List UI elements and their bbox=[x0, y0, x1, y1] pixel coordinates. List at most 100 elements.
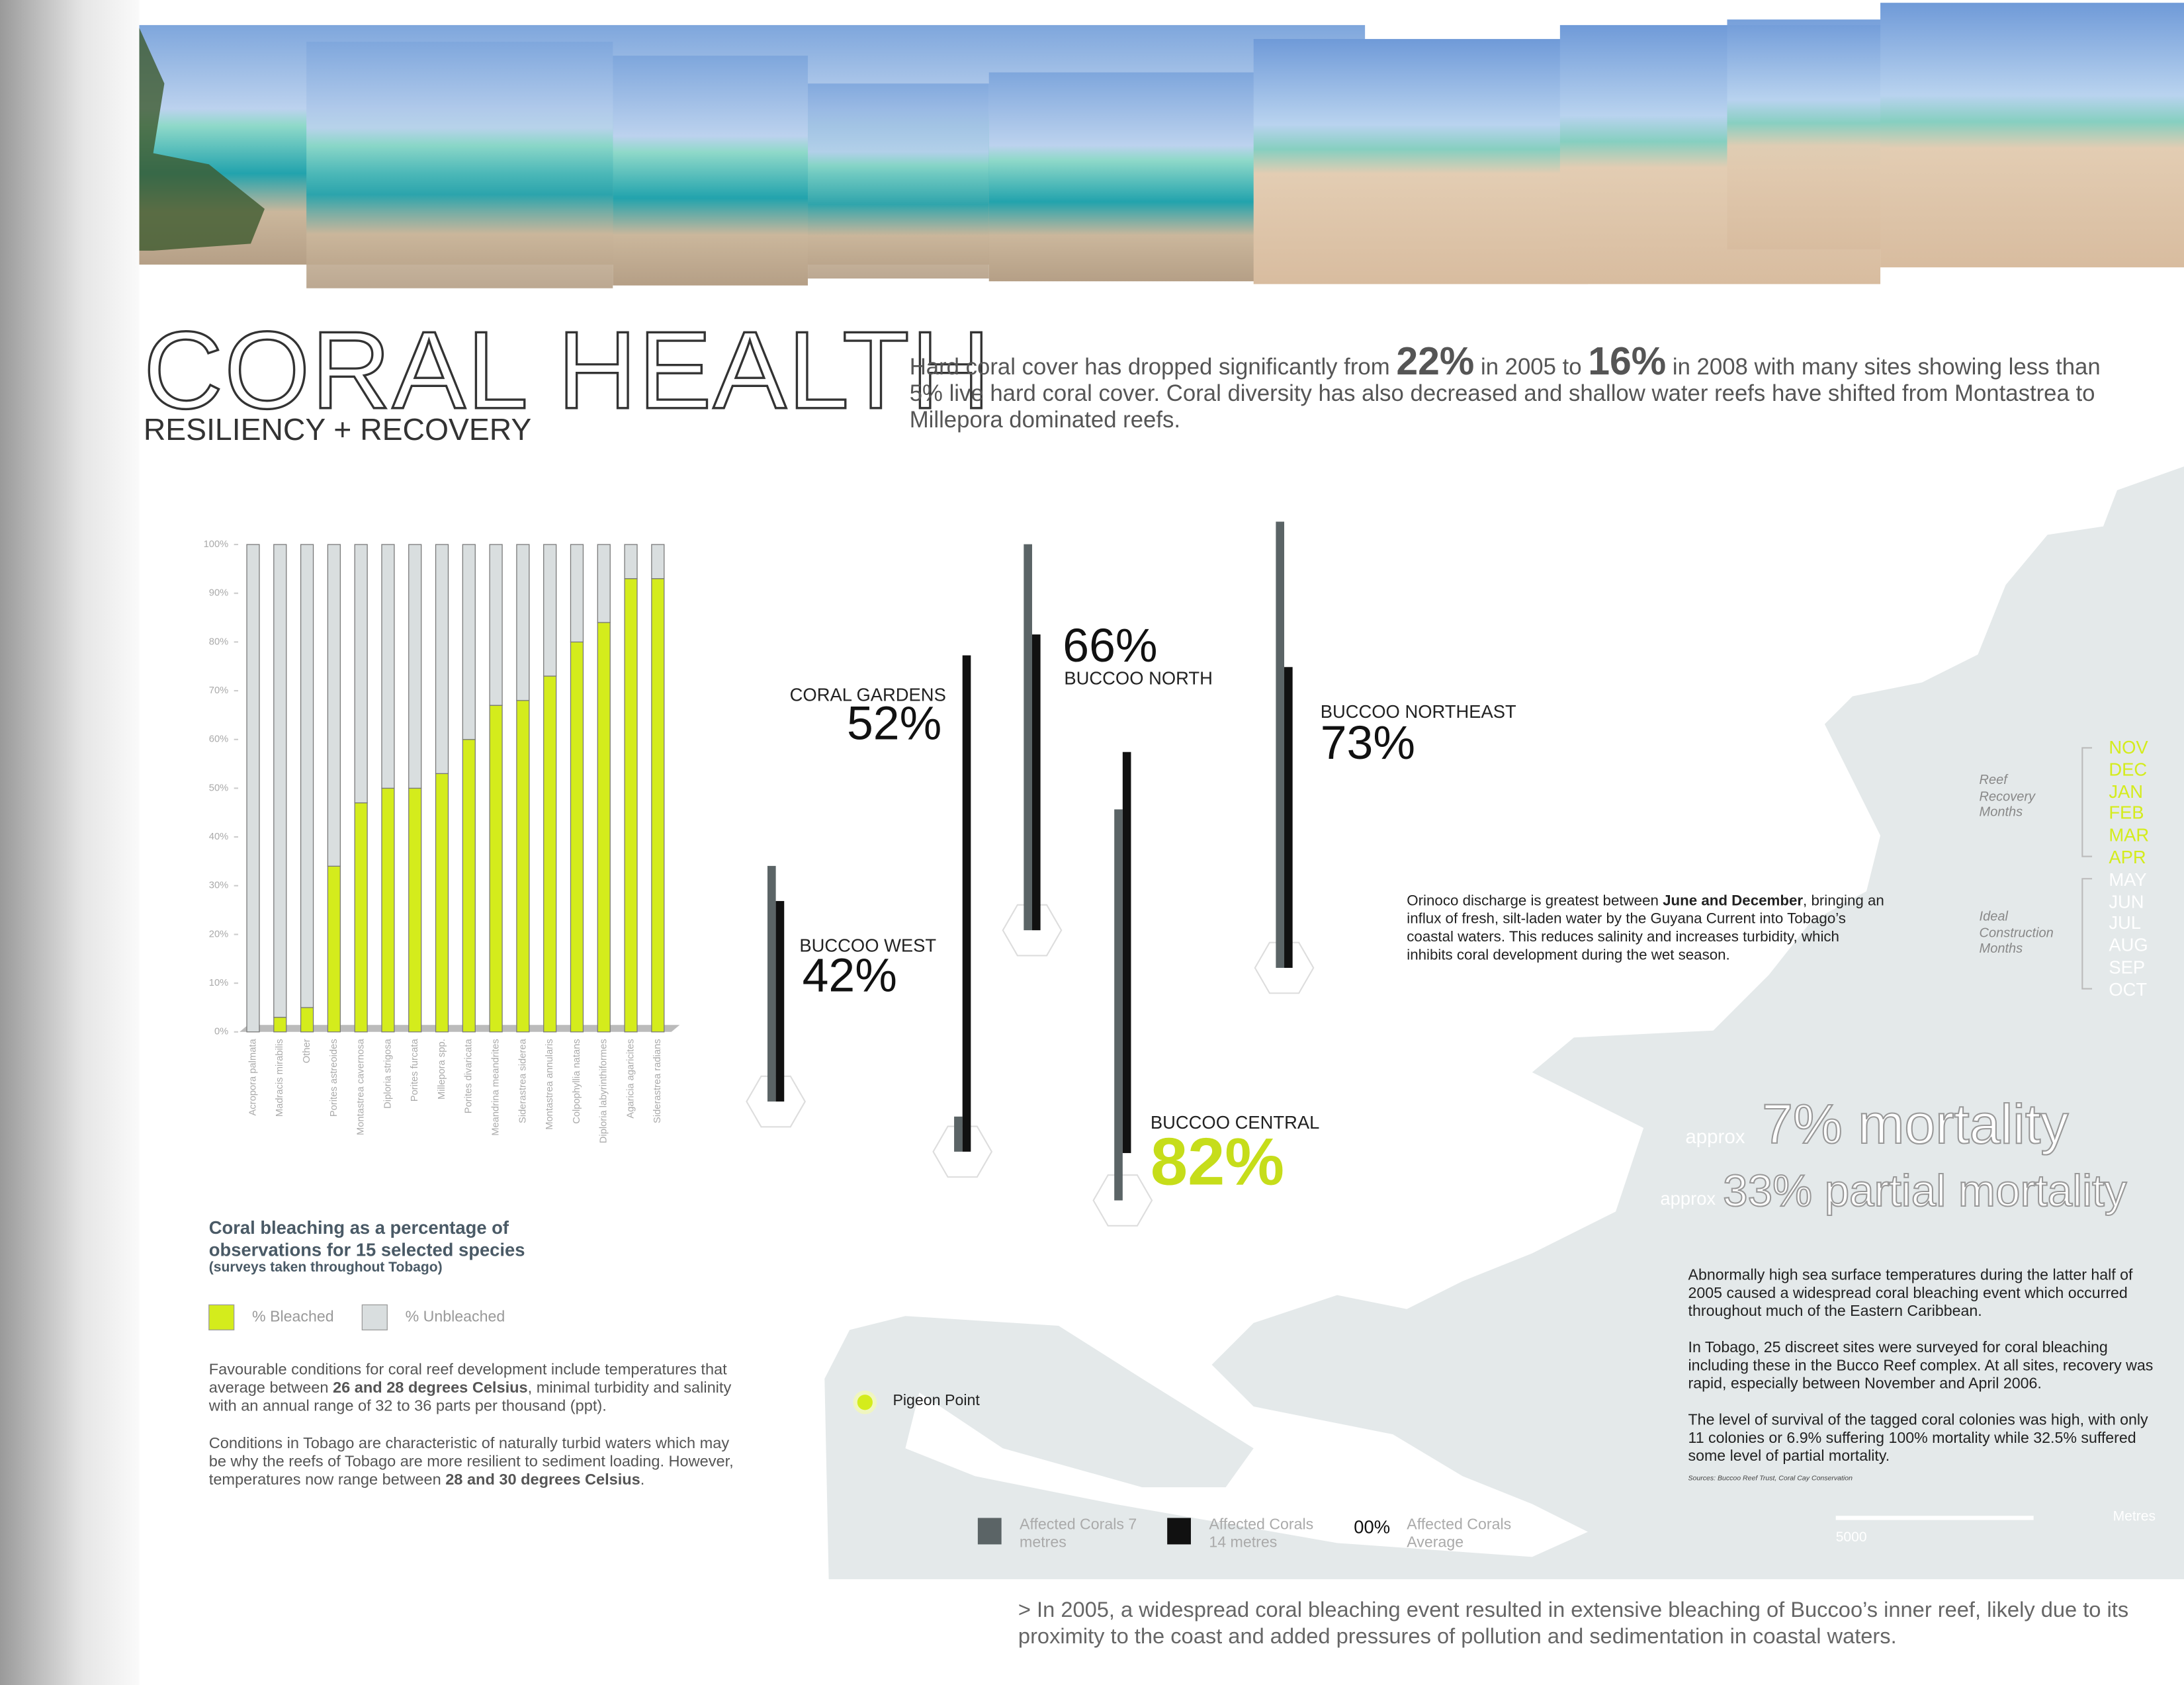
bar-segment bbox=[354, 802, 368, 1033]
y-tick-label: 30% bbox=[209, 881, 228, 891]
emphasis: 28 and 30 degrees Celsius bbox=[445, 1471, 640, 1489]
x-tick-label: Porites divaricata bbox=[464, 1039, 474, 1114]
event-note: Abnormally high sea surface temperatures… bbox=[1688, 1267, 2133, 1320]
site-name: BUCCOO CENTRAL bbox=[1151, 1112, 1319, 1133]
y-tick-label: 90% bbox=[209, 588, 228, 599]
bar-segment bbox=[543, 544, 557, 677]
chart-subtitle: (surveys taken throughout Tobago) bbox=[208, 1260, 443, 1276]
site-average: 73% bbox=[1321, 716, 1415, 769]
y-tick-label: 60% bbox=[209, 734, 228, 745]
x-tick-label: Diploria strigosa bbox=[382, 1039, 393, 1109]
legend-swatch bbox=[977, 1518, 1002, 1545]
site-bar bbox=[962, 655, 971, 1152]
legend-label: % Unbleached bbox=[405, 1309, 505, 1326]
x-tick-label: Porites astreoides bbox=[329, 1039, 339, 1117]
page-edge bbox=[0, 0, 140, 1685]
emphasis: 16% bbox=[1588, 339, 1667, 383]
x-tick-label: Agaricia agaricites bbox=[625, 1039, 636, 1118]
month: JAN bbox=[2109, 781, 2144, 802]
subtitle: RESILIENCY + RECOVERY bbox=[143, 412, 532, 447]
site-average: 66% bbox=[1063, 619, 1157, 672]
month: FEB bbox=[2109, 802, 2144, 824]
month: MAY bbox=[2109, 869, 2147, 890]
text-run: Hard coral cover has dropped significant… bbox=[909, 355, 1397, 380]
x-tick-label: Siderastrea siderea bbox=[517, 1039, 528, 1123]
text-run: Orinoco discharge is greatest between bbox=[1407, 892, 1663, 910]
bar-segment bbox=[597, 544, 611, 623]
site-average: 52% bbox=[847, 697, 941, 750]
bar-segment bbox=[597, 622, 611, 1033]
month-brackets bbox=[2081, 747, 2093, 990]
chart-shelf bbox=[240, 1025, 680, 1032]
orinoco-note: Orinoco discharge is greatest between Ju… bbox=[1407, 892, 1887, 965]
bar-segment bbox=[489, 705, 503, 1033]
site-average: 82% bbox=[1151, 1125, 1284, 1199]
text-run: in 2008 with many sites showing less tha… bbox=[909, 355, 2101, 433]
scale-value: 5000 bbox=[1835, 1530, 1867, 1546]
x-tick-label: Other bbox=[302, 1039, 312, 1063]
bar-segment bbox=[435, 544, 449, 774]
y-tick-label: 0% bbox=[214, 1027, 228, 1037]
month: JUN bbox=[2109, 890, 2144, 912]
site-bar bbox=[1276, 521, 1285, 968]
intro: Hard coral cover has dropped significant… bbox=[909, 342, 2136, 435]
legend-label: % Bleached bbox=[252, 1309, 334, 1326]
y-tick-label: 70% bbox=[209, 685, 228, 696]
x-tick-label: Acropora palmata bbox=[247, 1039, 258, 1116]
bar-segment bbox=[462, 739, 476, 1033]
site-name: BUCCOO WEST bbox=[799, 935, 936, 956]
bar-segment bbox=[408, 787, 422, 1033]
site-hexagon bbox=[746, 1075, 807, 1128]
site-hexagon bbox=[1002, 904, 1063, 957]
bar-segment bbox=[624, 578, 638, 1033]
title: CORAL HEALTH bbox=[142, 308, 992, 432]
bar-segment bbox=[381, 544, 395, 789]
bar-segment bbox=[543, 675, 557, 1033]
legend-symbol: 00% bbox=[1354, 1516, 1391, 1537]
sources: Sources: Buccoo Reef Trust, Coral Cay Co… bbox=[1688, 1475, 1853, 1483]
y-tick-label: 40% bbox=[209, 832, 228, 842]
map-land bbox=[824, 466, 2184, 1580]
bar-segment bbox=[300, 1007, 314, 1033]
y-tick-label: 80% bbox=[209, 636, 228, 647]
text-run: Conditions in Tobago are characteristic … bbox=[208, 1436, 734, 1489]
event-note: In Tobago, 25 discreet sites were survey… bbox=[1688, 1340, 2154, 1393]
x-tick-label: Porites furcata bbox=[410, 1039, 420, 1102]
bar-segment bbox=[651, 544, 665, 580]
y-tick-label: 10% bbox=[209, 978, 228, 988]
bar-segment bbox=[624, 544, 638, 580]
site-bar bbox=[1114, 809, 1123, 1201]
panorama bbox=[139, 3, 2184, 288]
month-group-label: Reef Recovery Months bbox=[1979, 773, 2036, 820]
legend-label: Affected Corals 7 metres bbox=[1020, 1516, 1137, 1551]
mortality: 33% partial mortality bbox=[1722, 1165, 2127, 1217]
month: NOV bbox=[2109, 736, 2148, 758]
x-tick-label: Millepora spp. bbox=[437, 1039, 447, 1100]
bar-segment bbox=[435, 773, 449, 1033]
site-name: BUCCOO NORTH bbox=[1064, 668, 1212, 688]
scale-unit: Metres bbox=[2113, 1509, 2156, 1525]
y-tick-label: 20% bbox=[209, 929, 228, 939]
bar-segment bbox=[327, 865, 341, 1033]
x-tick-label: Meandrina meandrites bbox=[490, 1039, 501, 1135]
y-tick-label: 50% bbox=[209, 783, 228, 793]
bar-segment bbox=[381, 787, 395, 1033]
text-run: Favourable conditions for coral reef dev… bbox=[208, 1361, 727, 1397]
legend-label: Affected Corals Average bbox=[1407, 1516, 1512, 1551]
conditions-2: Conditions in Tobago are characteristic … bbox=[209, 1436, 736, 1490]
caption: > In 2005, a widespread coral bleaching … bbox=[1018, 1598, 2129, 1649]
site-hexagon bbox=[1092, 1174, 1153, 1227]
bar-segment bbox=[408, 544, 422, 789]
month: SEP bbox=[2109, 957, 2146, 978]
bar-segment bbox=[516, 544, 530, 701]
text-run: , minimal turbidity and salinity with an… bbox=[208, 1380, 732, 1415]
text-run: in 2005 to bbox=[1474, 355, 1589, 380]
site-hexagon bbox=[932, 1125, 993, 1178]
site-bar bbox=[775, 900, 785, 1102]
legend-swatch bbox=[361, 1304, 388, 1330]
site-bar bbox=[1024, 544, 1032, 931]
bar-segment bbox=[516, 700, 530, 1033]
month: JUL bbox=[2109, 912, 2142, 934]
